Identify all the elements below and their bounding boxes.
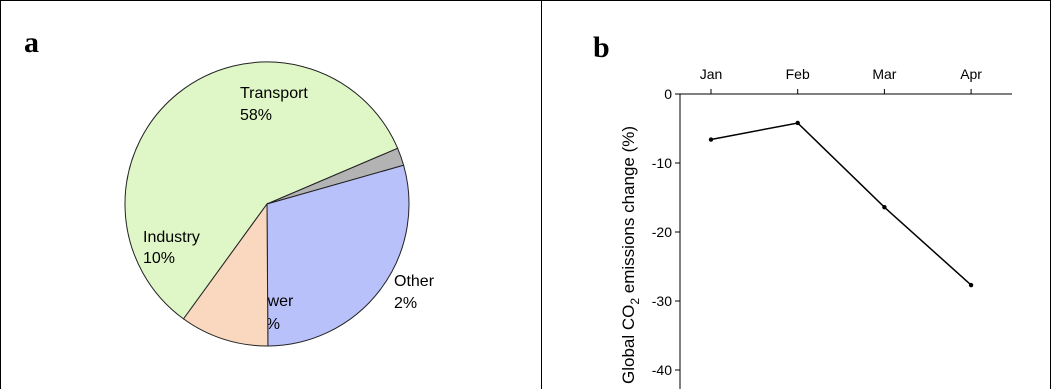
data-point-apr <box>968 282 974 288</box>
pie-label-other: Other <box>394 273 435 290</box>
y-tick-label-0: 0 <box>664 86 672 102</box>
y-tick-label-2: -20 <box>652 224 672 240</box>
pie-value-industry: 10% <box>143 250 175 267</box>
panel-b-label: b <box>593 31 610 64</box>
data-point-feb <box>795 120 800 126</box>
y-tick-label-1: -10 <box>652 155 672 171</box>
series-line-0 <box>710 122 972 286</box>
panel-divider <box>541 0 542 389</box>
panel-a-label: a <box>24 26 39 59</box>
x-tick-label-feb: Feb <box>786 66 810 82</box>
pie-value-other: 2% <box>394 295 417 312</box>
pie-value-transport: 58% <box>240 107 272 124</box>
x-tick-label-mar: Mar <box>872 66 896 82</box>
data-point-mar <box>882 204 887 210</box>
pie-slice-transport <box>124 61 399 320</box>
pie-label-industry: Industry <box>143 229 200 246</box>
pie-slice-power <box>266 164 410 347</box>
line-chart: Jan Feb Mar Apr 0 -10 -20 -30 -40 Global CO2 emis… <box>619 66 1012 389</box>
y-axis-label: Global CO2 emissions change (%) <box>619 126 642 384</box>
x-tick-label-jan: Jan <box>700 66 723 82</box>
pie-label-transport: Transport <box>240 85 308 102</box>
data-point-jan <box>708 137 714 142</box>
pie-slice-industry <box>182 202 269 347</box>
x-tick-label-apr: Apr <box>960 66 982 82</box>
y-tick-label-3: -30 <box>652 293 672 309</box>
y-tick-label-4: -40 <box>652 362 672 378</box>
